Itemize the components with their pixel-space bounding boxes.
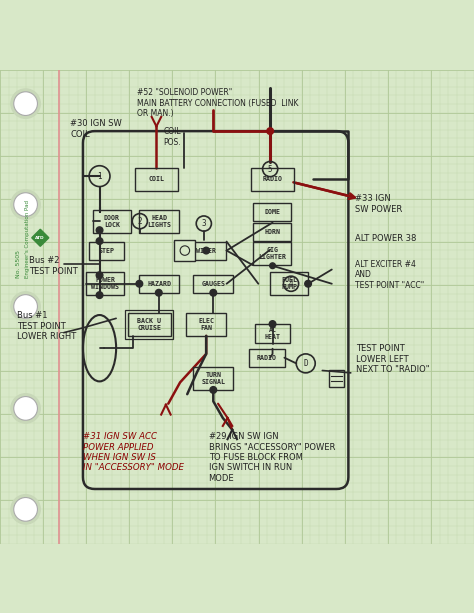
Circle shape [11, 495, 40, 524]
Circle shape [136, 280, 143, 287]
Text: ATD: ATD [36, 236, 45, 240]
Text: RADIO: RADIO [257, 355, 277, 360]
Bar [174, 240, 195, 261]
Circle shape [210, 289, 217, 296]
Text: D: D [303, 359, 308, 368]
Text: #29 IGN SW IGN
BRINGS "ACCESSORY" POWER
TO FUSE BLOCK FROM
IGN SWITCH IN RUN
MOD: #29 IGN SW IGN BRINGS "ACCESSORY" POWER … [209, 432, 335, 482]
Text: POWER
WINDOWS: POWER WINDOWS [91, 277, 119, 290]
Text: CIG
LIGHTER: CIG LIGHTER [258, 247, 286, 260]
Circle shape [96, 272, 103, 278]
Bar [253, 242, 291, 265]
Bar [329, 370, 344, 387]
Circle shape [270, 263, 275, 268]
Circle shape [14, 295, 37, 318]
Circle shape [11, 292, 40, 321]
Circle shape [14, 192, 37, 216]
Text: 2: 2 [137, 216, 142, 226]
Text: COIL
POS.: COIL POS. [164, 128, 181, 147]
Text: FUEL
PUMP: FUEL PUMP [281, 277, 297, 290]
Circle shape [11, 394, 40, 423]
Text: COIL: COIL [148, 177, 164, 183]
Text: ELEC
FAN: ELEC FAN [198, 318, 214, 331]
Text: No. 5505: No. 5505 [17, 250, 21, 278]
Bar [128, 313, 171, 336]
Circle shape [14, 397, 37, 421]
Bar [249, 349, 284, 367]
Polygon shape [32, 229, 49, 246]
Bar [251, 168, 294, 191]
Circle shape [11, 89, 40, 118]
Text: 5: 5 [268, 164, 273, 173]
Bar [193, 367, 233, 390]
Bar [186, 313, 227, 336]
Circle shape [269, 321, 276, 327]
Bar [89, 242, 124, 259]
Bar [86, 272, 124, 295]
Bar [135, 168, 178, 191]
Circle shape [210, 387, 217, 394]
Text: STEP: STEP [99, 248, 115, 254]
Text: Bus #1
TEST POINT
LOWER RIGHT: Bus #1 TEST POINT LOWER RIGHT [17, 311, 76, 341]
Text: RADIO: RADIO [263, 177, 283, 183]
Circle shape [96, 292, 103, 299]
Bar [93, 210, 131, 232]
Text: DOME: DOME [264, 208, 280, 215]
Text: Bus #2
TEST POINT: Bus #2 TEST POINT [29, 256, 78, 276]
Text: HEAD
LIGHTS: HEAD LIGHTS [147, 215, 171, 227]
Bar [255, 324, 290, 343]
Circle shape [14, 498, 37, 521]
Bar [270, 272, 308, 295]
Circle shape [305, 280, 311, 287]
Bar [193, 275, 233, 293]
Circle shape [11, 190, 40, 219]
Text: WIPER: WIPER [196, 248, 216, 254]
Circle shape [155, 289, 162, 296]
Text: 4: 4 [289, 280, 293, 288]
Text: #52 "SOLENOID POWER"
MAIN BATTERY CONNECTION (FUSED  LINK
OR MAN.): #52 "SOLENOID POWER" MAIN BATTERY CONNEC… [137, 88, 299, 118]
Text: 3: 3 [201, 219, 206, 228]
Bar [253, 223, 291, 241]
Text: TURN
SIGNAL: TURN SIGNAL [201, 372, 225, 385]
Text: DOOR
LOCK: DOOR LOCK [104, 215, 120, 227]
Circle shape [96, 238, 103, 245]
Circle shape [203, 247, 210, 254]
Text: Engineer's Computation Pad: Engineer's Computation Pad [25, 200, 30, 278]
Text: BACK U
CRUISE: BACK U CRUISE [137, 318, 161, 331]
Text: GAUGES: GAUGES [201, 281, 225, 287]
Bar [139, 275, 180, 293]
Text: TEST POINT
LOWER LEFT
NEXT TO "RADIO": TEST POINT LOWER LEFT NEXT TO "RADIO" [356, 345, 430, 374]
Text: 1: 1 [97, 172, 102, 181]
Bar [125, 310, 173, 339]
Text: #33 IGN
SW POWER: #33 IGN SW POWER [355, 194, 402, 213]
Text: ALT POWER 38: ALT POWER 38 [355, 234, 416, 243]
Circle shape [267, 128, 273, 134]
Text: #30 IGN SW
COIL: #30 IGN SW COIL [70, 120, 122, 139]
Text: ALT EXCITER #4
AND
TEST POINT "ACC": ALT EXCITER #4 AND TEST POINT "ACC" [355, 260, 424, 290]
Text: HAZARD: HAZARD [147, 281, 171, 287]
Circle shape [96, 227, 103, 234]
Text: HORN: HORN [264, 229, 280, 235]
Text: #31 IGN SW ACC
POWER APPLIED
WHEN IGN SW IS
IN "ACCESSORY" MODE: #31 IGN SW ACC POWER APPLIED WHEN IGN SW… [83, 432, 184, 472]
Text: AC
HEAT: AC HEAT [264, 327, 281, 340]
Bar [139, 210, 180, 232]
Circle shape [14, 92, 37, 115]
Bar [186, 242, 227, 259]
Bar [253, 203, 291, 221]
